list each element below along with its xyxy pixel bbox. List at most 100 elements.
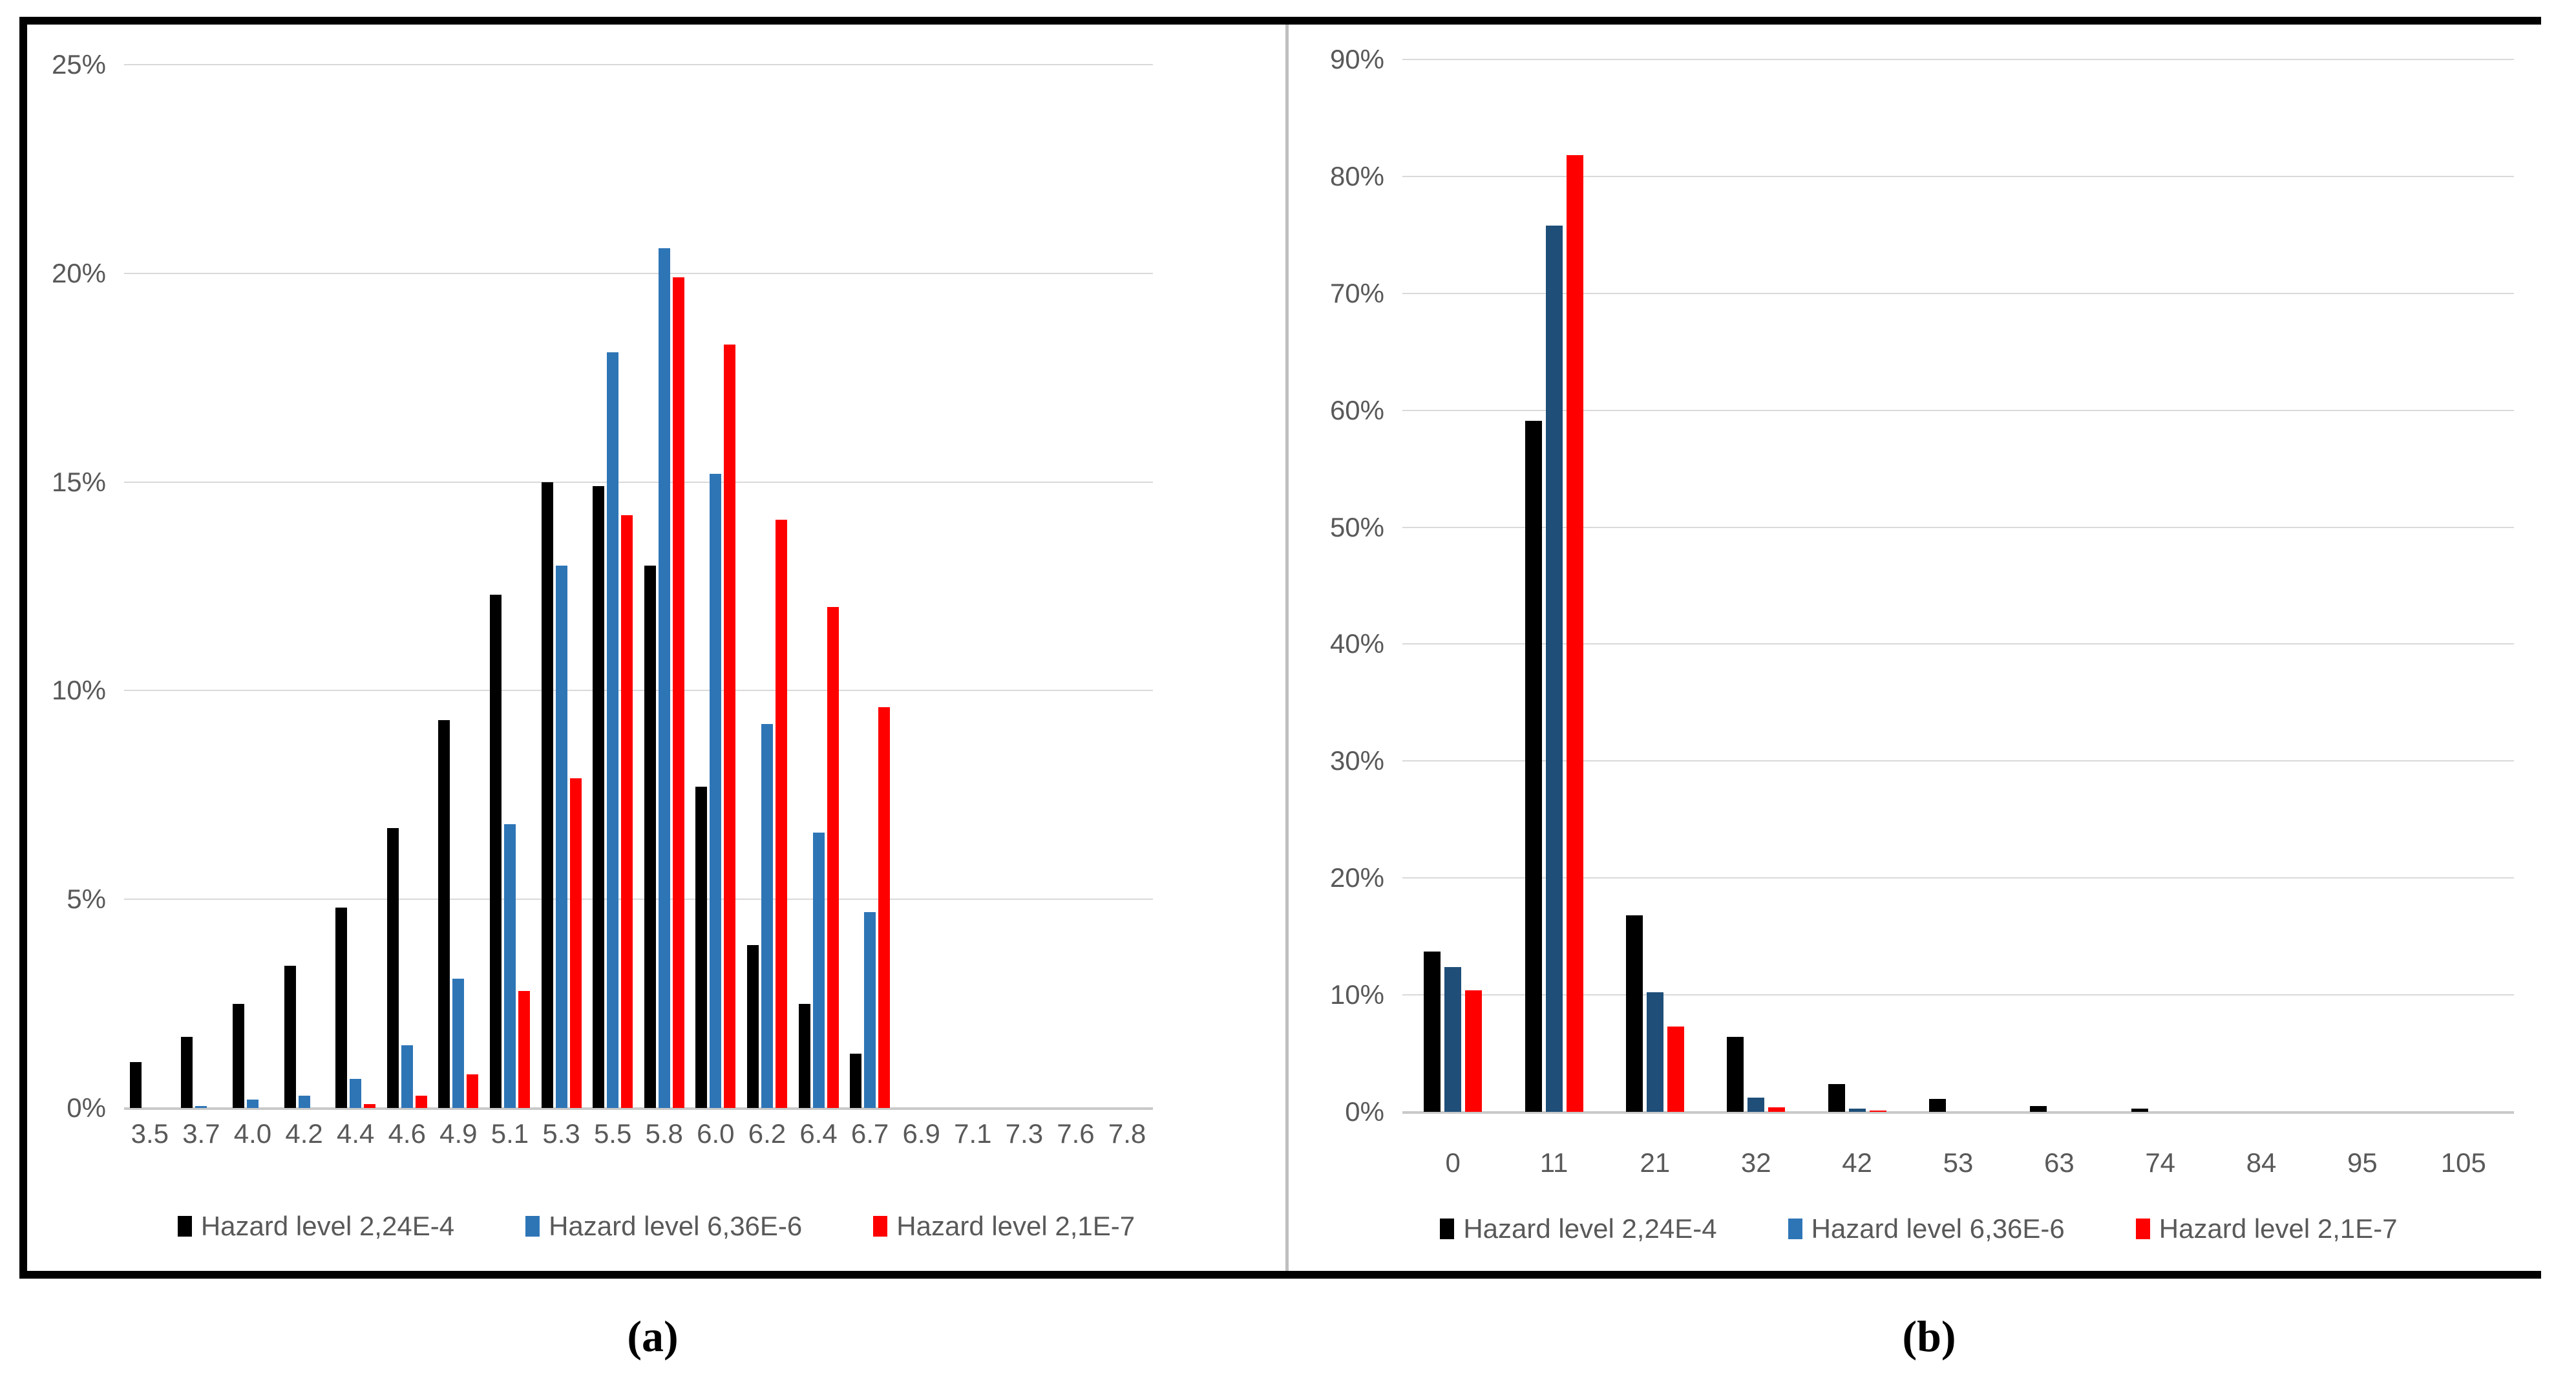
bar-series3-cat-6.7: [878, 707, 891, 1108]
x-axis-tick-label: 4.2: [285, 1118, 323, 1149]
category-column: [1605, 59, 1705, 1112]
bar-series3-cat-5.8: [672, 277, 684, 1108]
gridline: [1402, 527, 2514, 528]
bar-series3-cat-6.0: [724, 345, 736, 1108]
bar-series3-cat-5.3: [569, 778, 582, 1108]
category-column: [639, 65, 690, 1108]
gridline: [1402, 994, 2514, 995]
category-column: [896, 65, 947, 1108]
y-axis-tick-label: 40%: [1329, 628, 1384, 659]
x-axis-tick-label: 7.8: [1108, 1118, 1146, 1149]
bar-series2-cat-6.4: [812, 833, 825, 1108]
category-column: [1101, 65, 1153, 1108]
legend-item: Hazard level 6,36E-6: [1788, 1215, 2065, 1242]
bar-series1-cat-42: [1828, 1084, 1845, 1112]
x-axis-tick-label: 7.1: [954, 1118, 992, 1149]
x-axis-tick-label: 0: [1445, 1147, 1461, 1178]
bar-series2-cat-42: [1848, 1109, 1866, 1112]
bar-series1-cat-4.9: [438, 720, 450, 1108]
legend-item: Hazard level 6,36E-6: [525, 1213, 802, 1240]
category-column: [690, 65, 742, 1108]
chart-panel-b: 90% 80% 70% 60% 50% 40% 30% 20% 10% 0% 0 11 21 32 42 53…: [1289, 25, 2549, 1271]
bar-series2-cat-6.2: [761, 724, 773, 1108]
y-axis-tick-label: 60%: [1329, 395, 1384, 425]
x-axis-tick-label: 63: [2043, 1147, 2075, 1178]
bar-series1-cat-5.1: [489, 595, 501, 1108]
bar-series2-cat-6.7: [864, 912, 876, 1108]
x-axis-tick-label: 32: [1740, 1147, 1771, 1178]
chart-panel-a: 25% 20% 15% 10% 5% 0% 3.5 3.7 4.0 4.2 4.4 4.6 4.9 5.1…: [27, 25, 1285, 1271]
caption-b: (b): [1902, 1312, 1956, 1361]
category-column: [2413, 59, 2514, 1112]
x-axis-tick-label: 105: [2440, 1147, 2486, 1178]
category-column: [2312, 59, 2412, 1112]
x-axis: 0 11 21 32 42 53 63 74 84 95 105: [1402, 1149, 2514, 1176]
bar-series2-cat-5.3: [555, 566, 567, 1108]
gridline: [1402, 176, 2514, 177]
legend-marker-icon: [1788, 1219, 1802, 1239]
plot-area: [1402, 59, 2514, 1114]
gridline: [1402, 877, 2514, 878]
category-column: [536, 65, 587, 1108]
legend-label: Hazard level 2,1E-7: [896, 1211, 1135, 1241]
y-axis-tick-label: 50%: [1329, 512, 1384, 542]
bar-series3-cat-4.6: [415, 1096, 427, 1108]
bar-series1-cat-4.4: [335, 908, 348, 1108]
x-axis-tick-label: 4.6: [388, 1118, 426, 1149]
bar-series3-cat-11: [1566, 155, 1583, 1112]
bar-series1-cat-4.0: [232, 1004, 244, 1108]
bar-series1-cat-6.7: [850, 1054, 862, 1108]
gridline: [124, 273, 1153, 274]
x-axis-tick-label: 5.1: [491, 1118, 529, 1149]
bar-series3-cat-5.5: [621, 515, 633, 1108]
caption-a: (a): [627, 1312, 679, 1361]
bar-series2-cat-4.6: [401, 1045, 413, 1108]
category-column: [1908, 59, 2009, 1112]
bar-series3-cat-6.4: [827, 607, 839, 1108]
category-column: [844, 65, 896, 1108]
gridline: [1402, 59, 2514, 60]
category-column: [1503, 59, 1604, 1112]
bar-series3-cat-42: [1869, 1111, 1886, 1112]
category-column: [124, 65, 176, 1108]
legend-marker-icon: [873, 1216, 888, 1237]
y-axis-tick-label: 80%: [1329, 161, 1384, 191]
y-axis-tick-label: 0%: [67, 1092, 106, 1123]
gridline: [1402, 760, 2514, 761]
bar-series2-cat-11: [1545, 226, 1563, 1112]
category-column: [1806, 59, 1907, 1112]
bar-series3-cat-5.1: [518, 991, 530, 1108]
x-axis-tick-label: 6.4: [799, 1118, 838, 1149]
x-axis-tick-label: 4.9: [439, 1118, 478, 1149]
panel-divider: [1285, 25, 1289, 1271]
plot-area: [124, 64, 1153, 1110]
x-axis-tick-label: 3.7: [182, 1118, 220, 1149]
x-axis-tick-label: 42: [1842, 1147, 1872, 1178]
bar-series1-cat-5.5: [593, 486, 605, 1108]
y-axis-tick-label: 15%: [51, 467, 106, 497]
category-column: [330, 65, 381, 1108]
bar-series1-cat-4.6: [386, 828, 399, 1108]
y-axis-tick-label: 0%: [1345, 1096, 1384, 1127]
category-column: [2009, 59, 2109, 1112]
category-column: [2110, 59, 2211, 1112]
legend-item: Hazard level 2,24E-4: [177, 1213, 454, 1240]
y-axis-tick-label: 70%: [1329, 278, 1384, 308]
plot-columns: [124, 65, 1153, 1108]
category-column: [279, 65, 330, 1108]
category-column: [433, 65, 485, 1108]
x-axis-tick-label: 53: [1943, 1147, 1974, 1178]
y-axis-tick-label: 25%: [51, 49, 106, 80]
x-axis-tick-label: 11: [1539, 1147, 1568, 1178]
bar-series1-cat-6.4: [798, 1004, 810, 1108]
gridline: [124, 482, 1153, 483]
gridline: [124, 64, 1153, 65]
category-column: [1402, 59, 1503, 1112]
category-column: [1050, 65, 1102, 1108]
x-axis-tick-label: 95: [2347, 1147, 2378, 1178]
gridline: [1402, 1111, 2514, 1114]
gridline: [1402, 293, 2514, 294]
bar-series1-cat-6.0: [695, 787, 708, 1108]
bar-series3-cat-32: [1768, 1107, 1786, 1112]
x-axis-tick-label: 4.0: [233, 1118, 272, 1149]
